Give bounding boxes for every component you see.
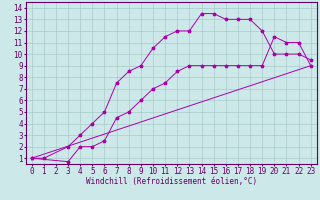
X-axis label: Windchill (Refroidissement éolien,°C): Windchill (Refroidissement éolien,°C)	[86, 177, 257, 186]
